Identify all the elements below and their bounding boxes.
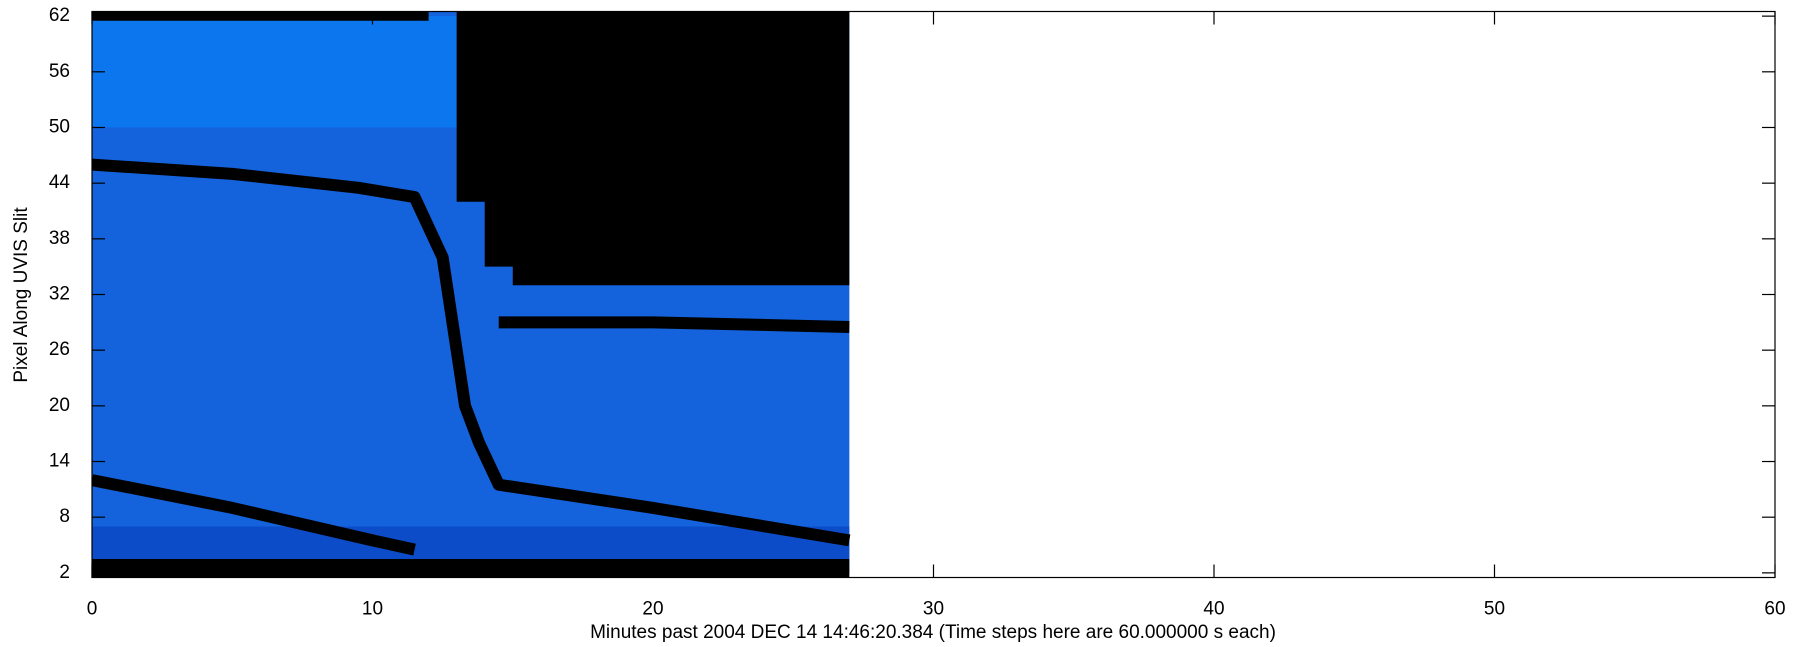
y-tick-label: 44 <box>49 172 71 193</box>
image-region <box>456 11 850 286</box>
image-region <box>92 11 429 21</box>
dark-trace <box>498 316 850 333</box>
x-tick-label: 20 <box>642 599 663 620</box>
y-tick-label: 20 <box>49 395 70 416</box>
y-tick-label: 32 <box>49 284 70 305</box>
y-tick-label: 26 <box>49 339 70 360</box>
y-tick-label: 56 <box>49 61 70 82</box>
image-region <box>92 526 850 559</box>
x-tick-label: 30 <box>923 599 944 620</box>
image-region <box>92 558 850 578</box>
x-tick-label: 0 <box>87 599 98 620</box>
x-tick-label: 10 <box>362 599 383 620</box>
y-tick-label: 8 <box>59 506 70 527</box>
x-axis-label: Minutes past 2004 DEC 14 14:46:20.384 (T… <box>590 622 1276 643</box>
y-tick-label: 38 <box>49 228 70 249</box>
x-tick-label: 50 <box>1484 599 1505 620</box>
y-axis-label: Pixel Along UVIS Slit <box>11 207 32 383</box>
x-tick-label: 40 <box>1203 599 1224 620</box>
plot-area <box>92 11 851 578</box>
y-tick-label: 14 <box>49 451 71 472</box>
image-region <box>92 16 457 128</box>
dark-trace <box>92 474 416 556</box>
y-tick-label: 50 <box>49 116 70 137</box>
y-tick-label: 2 <box>59 562 70 583</box>
y-tick-label: 62 <box>49 5 70 26</box>
dark-trace <box>92 158 851 547</box>
x-tick-label: 60 <box>1764 599 1785 620</box>
